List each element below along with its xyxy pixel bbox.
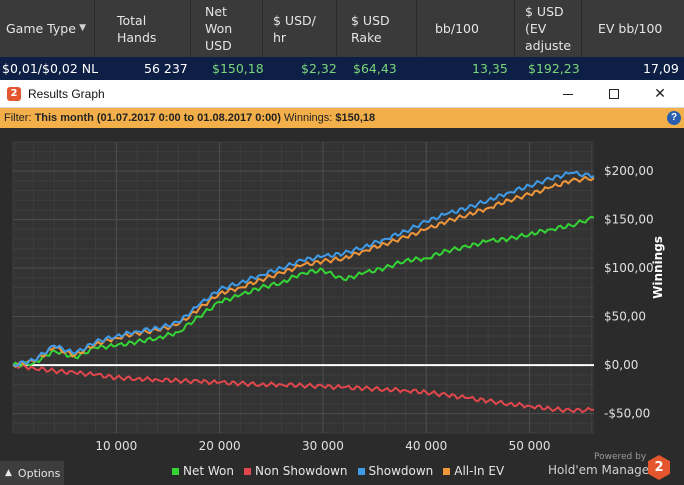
legend-label: Net Won bbox=[183, 464, 234, 478]
legend-item[interactable]: All-In EV bbox=[443, 464, 504, 478]
x-tick-label: 50 000 bbox=[509, 439, 551, 453]
column-header-label: Total Hands bbox=[117, 12, 157, 45]
filter-value: This month (01.07.2017 0:00 to 01.08.201… bbox=[34, 112, 281, 124]
powered-by-text: Powered by bbox=[594, 452, 647, 462]
close-button[interactable]: ✕ bbox=[637, 80, 683, 108]
x-tick-label: 40 000 bbox=[405, 439, 447, 453]
legend-item[interactable]: Net Won bbox=[172, 464, 234, 478]
cell-total-hands: 56 237 bbox=[144, 61, 188, 76]
y-tick-label: $100,00 bbox=[604, 261, 654, 275]
column-header-label: Net Won USD bbox=[205, 4, 233, 53]
column-header-label: $ USD (EV adjuste bbox=[525, 4, 572, 53]
column-header-ev-bb100[interactable]: EV bb/100 bbox=[582, 0, 684, 57]
brand-name: Hold'em Manager bbox=[548, 463, 655, 477]
column-header-usd-hr[interactable]: $ USD/ hr bbox=[263, 0, 337, 57]
dropdown-caret-icon[interactable]: ▼ bbox=[79, 23, 86, 33]
legend-label: Showdown bbox=[368, 464, 434, 478]
column-header-net-won[interactable]: Net Won USD bbox=[191, 0, 263, 57]
maximize-icon bbox=[609, 89, 619, 99]
x-tick-label: 30 000 bbox=[302, 439, 344, 453]
filter-bar[interactable]: Filter: This month (01.07.2017 0:00 to 0… bbox=[0, 108, 684, 128]
table-row[interactable]: $0,01/$0,02 NL 56 237 $150,18 $2,32 $64,… bbox=[0, 57, 684, 80]
column-header-label: EV bb/100 bbox=[598, 21, 663, 36]
results-graph-window: 2 Results Graph ✕ Filter: This month (01… bbox=[0, 80, 684, 485]
close-icon: ✕ bbox=[654, 86, 666, 102]
results-chart: -$50,00 $0,00 $50,00 $100,00 $150,00 $200,00 1… bbox=[0, 128, 684, 474]
legend-swatch bbox=[443, 467, 451, 475]
window-title: Results Graph bbox=[28, 87, 105, 101]
cell-bb100: 13,35 bbox=[472, 61, 508, 76]
cell-usd-rake: $64,43 bbox=[353, 61, 397, 76]
options-label: Options bbox=[17, 466, 61, 480]
minimize-icon bbox=[563, 93, 573, 95]
column-header-game-type[interactable]: Game Type ▼ bbox=[0, 0, 95, 57]
results-chart-svg: -$50,00 $0,00 $50,00 $100,00 $150,00 $200,00 1… bbox=[12, 141, 665, 474]
legend-swatch bbox=[244, 467, 251, 475]
winnings-value: $150,18 bbox=[335, 112, 376, 124]
column-header-label: Game Type bbox=[6, 21, 76, 36]
y-tick-label: -$50,00 bbox=[604, 407, 650, 421]
y-tick-label: $0,00 bbox=[604, 358, 638, 372]
column-header-label: $ USD/ hr bbox=[273, 12, 316, 45]
column-header-label: $ USD Rake bbox=[351, 12, 390, 45]
minimize-button[interactable] bbox=[545, 80, 591, 108]
series-line-all-in-ev bbox=[12, 175, 595, 368]
series-line-showdown bbox=[12, 170, 595, 367]
y-tick-label: $150,00 bbox=[604, 213, 654, 227]
cell-ev-bb100: 17,09 bbox=[643, 61, 679, 76]
column-header-ev-adjusted[interactable]: $ USD (EV adjuste bbox=[515, 0, 582, 57]
cell-ev-adjusted: $192,23 bbox=[528, 61, 580, 76]
chart-legend: Net Won Non Showdown Showdown All-In EV bbox=[172, 464, 504, 478]
series-line-net-won bbox=[12, 215, 595, 368]
y-axis-label: Winnings bbox=[651, 236, 665, 299]
x-tick-label: 20 000 bbox=[199, 439, 241, 453]
window-titlebar[interactable]: 2 Results Graph ✕ bbox=[0, 80, 684, 108]
cell-usd-hr: $2,32 bbox=[301, 61, 337, 76]
legend-item[interactable]: Showdown bbox=[357, 464, 434, 478]
legend-label: Non Showdown bbox=[255, 464, 348, 478]
y-tick-label: $200,00 bbox=[604, 164, 654, 178]
stats-table-header: Game Type ▼ Total Hands Net Won USD $ US… bbox=[0, 0, 684, 57]
x-tick-label: 10 000 bbox=[95, 439, 137, 453]
legend-label: All-In EV bbox=[454, 464, 505, 478]
hm2-icon: 2 bbox=[7, 87, 21, 101]
winnings-label: Winnings: bbox=[284, 112, 333, 124]
options-button[interactable]: ▲ Options bbox=[0, 461, 64, 485]
cell-game-type: $0,01/$0,02 NL bbox=[2, 61, 99, 76]
column-header-label: bb/100 bbox=[435, 21, 479, 36]
hm2-logo-icon: 2 bbox=[648, 455, 670, 480]
y-tick-label: $50,00 bbox=[604, 310, 646, 324]
graph-footer: ▲ Options Net Won Non Showdown Showdown All… bbox=[0, 452, 684, 485]
column-header-usd-rake[interactable]: $ USD Rake bbox=[337, 0, 417, 57]
legend-swatch bbox=[172, 467, 179, 475]
filter-label: Filter: bbox=[4, 112, 32, 124]
cell-net-won: $150,18 bbox=[212, 61, 264, 76]
legend-swatch bbox=[357, 467, 365, 475]
chevron-up-icon: ▲ bbox=[5, 468, 12, 478]
column-header-total-hands[interactable]: Total Hands bbox=[95, 0, 191, 57]
series-line-non-showdown bbox=[12, 363, 595, 414]
legend-item[interactable]: Non Showdown bbox=[244, 464, 348, 478]
column-header-bb100[interactable]: bb/100 bbox=[417, 0, 515, 57]
maximize-button[interactable] bbox=[591, 80, 637, 108]
help-icon[interactable]: ? bbox=[667, 111, 681, 125]
